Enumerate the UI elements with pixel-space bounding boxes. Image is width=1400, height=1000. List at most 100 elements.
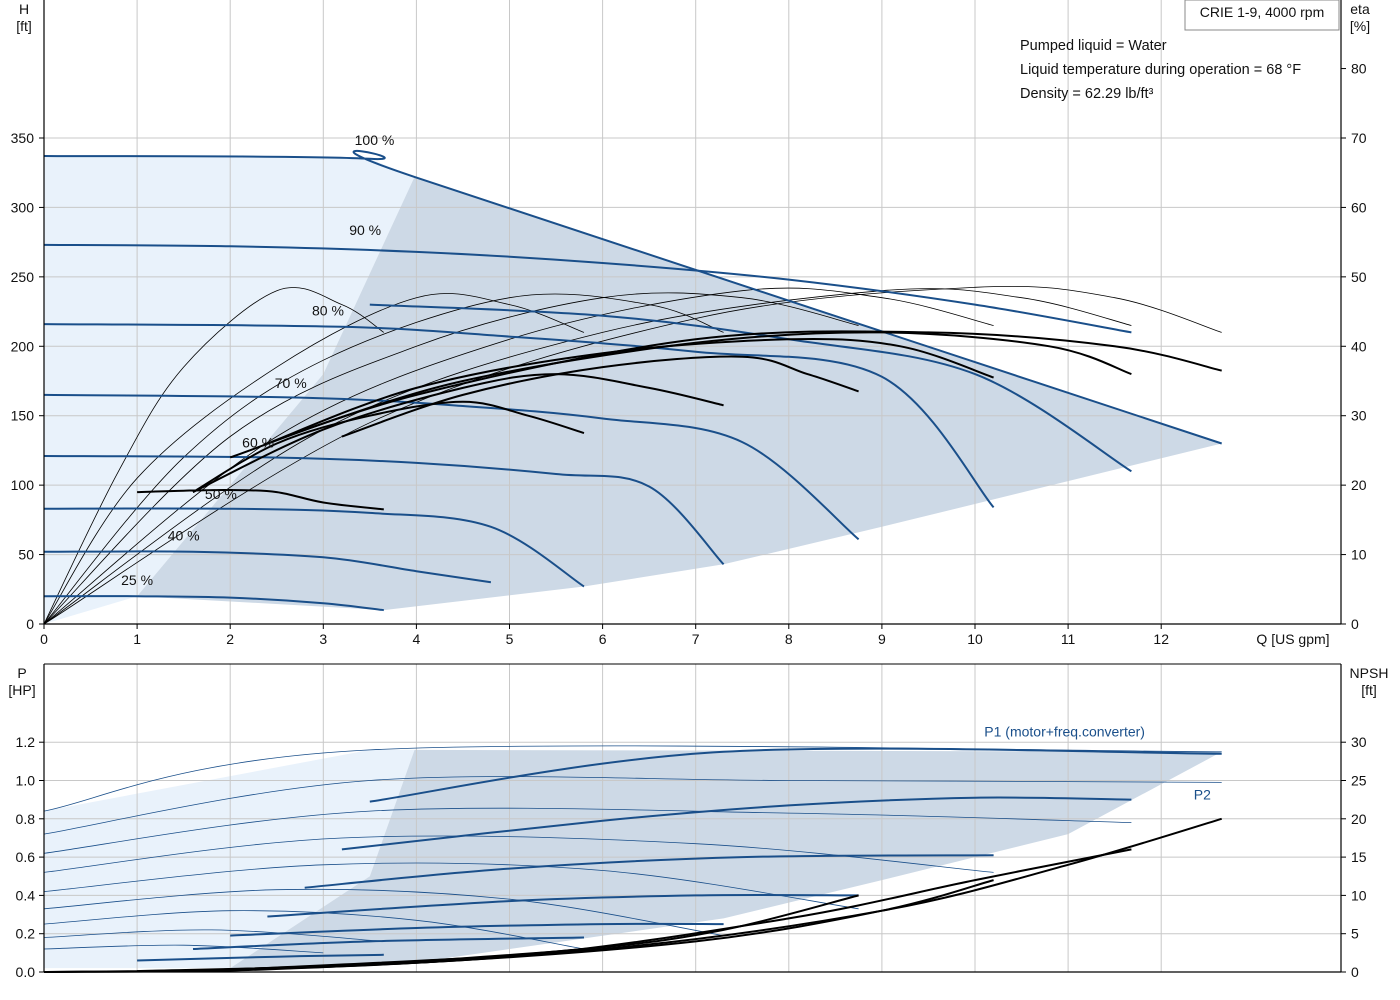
y-tick-label-left: 0.4 [16, 887, 36, 903]
efficiency-curve [192, 400, 585, 493]
y-tick-label-right: 70 [1351, 130, 1367, 146]
speed-label: 70 % [275, 375, 307, 391]
y-tick-label-left: 250 [11, 269, 35, 285]
power-p1-curve [369, 747, 1222, 803]
x-tick-label: 6 [599, 631, 607, 647]
power-p2-curve [43, 807, 1132, 854]
x-tick-label: 5 [506, 631, 514, 647]
head-curve [43, 595, 384, 612]
power-p2-curve [43, 835, 994, 873]
x-axis-label: Q [US gpm] [1256, 631, 1329, 647]
y-tick-label-right: 40 [1351, 338, 1367, 354]
info-line-temperature: Liquid temperature during operation = 68… [1020, 62, 1301, 78]
x-tick-label: 12 [1153, 631, 1169, 647]
y-tick-label-right: 50 [1351, 269, 1367, 285]
power-p1-curve [341, 796, 1132, 851]
speed-label: 50 % [205, 486, 237, 502]
info-line-pumped-liquid: Pumped liquid = Water [1020, 38, 1167, 54]
y-tick-label-left: 150 [11, 408, 35, 424]
efficiency-curve-thin [43, 288, 1132, 625]
efficiency-curve [137, 488, 384, 511]
efficiency-curve-thin [43, 285, 1222, 625]
y-tick-label-left: 1.2 [16, 734, 36, 750]
speed-label: 25 % [121, 572, 153, 588]
head-curve [43, 149, 1223, 445]
y-tick-label-right: 15 [1351, 849, 1367, 865]
y-tick-label-right: 80 [1351, 61, 1367, 77]
y-label-npsh-symbol: NPSH [1350, 665, 1389, 681]
power-p2-curve [43, 776, 1222, 835]
y-tick-label-left: 200 [11, 338, 35, 354]
head-curve [43, 393, 860, 541]
y-tick-label-left: 50 [18, 547, 34, 563]
speed-label: 60 % [242, 435, 274, 451]
head-curve [43, 507, 585, 588]
y-tick-label-left: 300 [11, 199, 35, 215]
chart-title: CRIE 1-9, 4000 rpm [1200, 4, 1325, 20]
efficiency-curve-thin [43, 287, 385, 625]
x-tick-label: 8 [785, 631, 793, 647]
power-p1-curve [192, 936, 585, 950]
y-tick-label-left: 350 [11, 130, 35, 146]
y-tick-label-right: 10 [1351, 887, 1367, 903]
speed-label: 80 % [312, 303, 344, 319]
y-label-power-unit: [HP] [8, 682, 35, 698]
y-label-eta-symbol: eta [1350, 1, 1370, 17]
title-box [1184, 0, 1340, 31]
power-p2-curve [43, 862, 859, 910]
y-tick-label-left: 0.6 [16, 849, 36, 865]
y-tick-label-left: 0.2 [16, 926, 36, 942]
y-tick-label-left: 0.0 [16, 964, 36, 980]
x-tick-label: 7 [692, 631, 700, 647]
y-tick-label-right: 25 [1351, 773, 1367, 789]
efficiency-curve [229, 330, 1222, 459]
efficiency-curve [304, 331, 1132, 431]
y-tick-label-right: 0 [1351, 964, 1359, 980]
info-line-density: Density = 62.29 lb/ft³ [1020, 86, 1154, 102]
x-tick-label: 10 [967, 631, 983, 647]
head-efficiency-plot: 100 %90 %80 %70 %60 %50 %40 %25 %0 1 2 3 4 5 6… [11, 0, 1367, 647]
power-p1-curve [267, 893, 859, 918]
power-p2-curve [43, 888, 724, 936]
y-tick-label-right: 30 [1351, 734, 1367, 750]
y-label-head-unit: [ft] [16, 18, 32, 34]
y-label-eta-unit: [%] [1350, 18, 1370, 34]
power-p1-curve [230, 922, 724, 937]
x-tick-label: 3 [319, 631, 327, 647]
efficiency-curve [341, 355, 859, 438]
y-tick-label-right: 60 [1351, 199, 1367, 215]
x-tick-label: 0 [40, 631, 48, 647]
y-tick-label-right: 10 [1351, 547, 1367, 563]
x-tick-label: 11 [1061, 631, 1076, 647]
efficiency-curve [192, 373, 724, 494]
y-tick-label-right: 20 [1351, 811, 1367, 827]
y-label-head-symbol: H [19, 1, 29, 17]
y-label-npsh-unit: [ft] [1361, 682, 1377, 698]
efficiency-curve-thin [43, 293, 724, 625]
head-curve [43, 550, 492, 584]
speed-label: 40 % [168, 528, 200, 544]
y-tick-label-right: 20 [1351, 477, 1367, 493]
power-p1-curve [304, 854, 994, 889]
speed-label: 90 % [349, 222, 381, 238]
x-tick-label: 1 [133, 631, 141, 647]
power-npsh-plot: P1 (motor+freq.converter) P2 0.0 0.2 0.4 0.6 0… [16, 663, 1367, 980]
y-tick-label-right: 5 [1351, 926, 1359, 942]
series-label: P1 (motor+freq.converter) [984, 723, 1145, 739]
efficiency-curve-thin [43, 292, 859, 625]
efficiency-curve-thin [43, 293, 585, 625]
power-p2-curve [43, 929, 384, 942]
y-tick-label-left: 1.0 [16, 773, 36, 789]
head-curve [43, 455, 725, 565]
y-tick-label-right: 0 [1351, 616, 1359, 632]
head-curve [43, 323, 995, 509]
x-tick-label: 4 [413, 631, 421, 647]
series-label: P2 [1194, 787, 1211, 803]
y-label-power-symbol: P [17, 665, 26, 681]
y-tick-label-left: 100 [11, 477, 35, 493]
y-tick-label-right: 30 [1351, 408, 1367, 424]
y-tick-label-left: 0.8 [16, 811, 36, 827]
x-tick-label: 9 [878, 631, 886, 647]
power-p2-curve [43, 944, 324, 954]
